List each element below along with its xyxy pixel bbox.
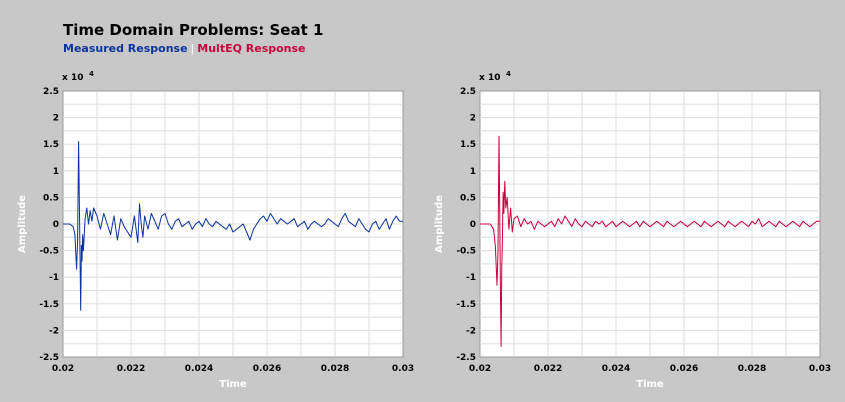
chart-2-y-tick-label: 2.5 bbox=[460, 87, 476, 97]
chart-2-y-tick-label: -1 bbox=[466, 273, 476, 283]
chart-1-y-tick-label: -2 bbox=[49, 326, 59, 336]
chart-2: 2.5 2 1.5 1 0.5 0 -0.5 -1 -1.5 -2 -2.50.02 0.022 0.0… bbox=[434, 70, 831, 390]
chart-1-x-axis-label: Time bbox=[219, 379, 247, 390]
chart-2-x-tick-label: 0.026 bbox=[670, 364, 698, 374]
chart-2-x-tick-label: 0.03 bbox=[809, 364, 831, 374]
chart-1-y-tick-label: -1 bbox=[49, 273, 59, 283]
chart-2-y-tick-label: 1 bbox=[470, 167, 476, 177]
chart-1-y-tick-label: 0.5 bbox=[43, 193, 59, 203]
chart-2-y-tick-label: 0.5 bbox=[460, 193, 476, 203]
chart-2-y-tick-label: -2 bbox=[466, 326, 476, 336]
chart-2-y-tick-label: 0 bbox=[470, 220, 476, 230]
chart-1-y-tick-label: 2 bbox=[53, 114, 59, 124]
chart-1-x-tick-label: 0.028 bbox=[321, 364, 349, 374]
chart-1-y-tick-label: 2.5 bbox=[43, 87, 59, 97]
chart-2-x-tick-label: 0.028 bbox=[738, 364, 766, 374]
chart-1: 2.5 2 1.5 1 0.5 0 -0.5 -1 -1.5 -2 -2.50.02 0.022 0.0… bbox=[17, 70, 414, 390]
chart-1-y-axis-label: Amplitude bbox=[17, 195, 28, 253]
chart-2-y-multiplier: x 10 bbox=[479, 73, 500, 83]
chart-1-x-tick-label: 0.022 bbox=[117, 364, 145, 374]
chart-2-y-tick-label: 2 bbox=[470, 114, 476, 124]
chart-1-y-multiplier: x 10 bbox=[62, 73, 83, 83]
chart-1-x-tick-label: 0.03 bbox=[392, 364, 414, 374]
chart-2-x-tick-label: 0.024 bbox=[602, 364, 630, 374]
chart-2-x-axis-label: Time bbox=[636, 379, 664, 390]
chart-2-y-exponent: 4 bbox=[506, 70, 511, 78]
chart-2-y-tick-label: -0.5 bbox=[456, 247, 476, 257]
chart-1-series-line-1 bbox=[63, 141, 403, 311]
chart-1-x-tick-label: 0.024 bbox=[185, 364, 213, 374]
legend-measured-response: Measured Response bbox=[63, 42, 188, 55]
legend-separator: | bbox=[190, 42, 195, 55]
chart-1-y-tick-label: -2.5 bbox=[39, 353, 59, 363]
chart-2-series-line-1 bbox=[480, 135, 820, 347]
chart-2-x-tick-label: 0.02 bbox=[469, 364, 491, 374]
chart-2-y-tick-label: 1.5 bbox=[460, 140, 476, 150]
page-title: Time Domain Problems: Seat 1 bbox=[63, 21, 324, 39]
chart-1-y-exponent: 4 bbox=[89, 70, 94, 78]
legend: Measured Response | MultEQ Response bbox=[63, 42, 306, 55]
chart-2-y-tick-label: -2.5 bbox=[456, 353, 476, 363]
chart-1-y-tick-label: -0.5 bbox=[39, 247, 59, 257]
chart-2-y-axis-label: Amplitude bbox=[434, 195, 445, 253]
chart-1-y-tick-label: 1 bbox=[53, 167, 59, 177]
chart-1-y-tick-label: 1.5 bbox=[43, 140, 59, 150]
chart-1-y-tick-label: -1.5 bbox=[39, 300, 59, 310]
chart-2-x-tick-label: 0.022 bbox=[534, 364, 562, 374]
legend-multeq-response: MultEQ Response bbox=[197, 42, 306, 55]
chart-1-x-tick-label: 0.026 bbox=[253, 364, 281, 374]
chart-2-y-tick-label: -1.5 bbox=[456, 300, 476, 310]
chart-1-x-tick-label: 0.02 bbox=[52, 364, 74, 374]
chart-1-y-tick-label: 0 bbox=[53, 220, 59, 230]
